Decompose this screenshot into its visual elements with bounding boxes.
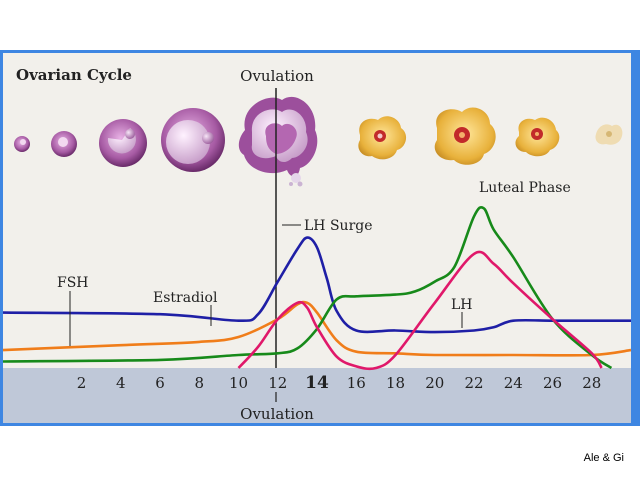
ovulating-follicle	[238, 96, 318, 187]
corpus-luteum-regressing	[515, 117, 560, 157]
figure-title: Ovarian Cycle	[16, 66, 132, 84]
x-tick-label: 12	[268, 374, 287, 392]
x-tick-label: 16	[347, 374, 366, 392]
primary-follicle	[51, 131, 77, 157]
x-tick-label: 10	[229, 374, 248, 392]
lh-label: LH	[451, 297, 473, 313]
credit-text: Ale & Gi	[583, 452, 624, 464]
series-fsh-line	[2, 300, 632, 357]
ovarian-cycle-figure: Ovarian Cycle Ovulation	[0, 50, 640, 426]
series-estradiol-line	[237, 250, 603, 371]
x-tick-label: 6	[155, 374, 165, 392]
x-tick-label: 2	[77, 374, 87, 392]
corpus-luteum-early	[358, 116, 407, 160]
x-tick-label: 4	[116, 374, 126, 392]
x-axis-ticks: 2 4 6 8 10 12 14 16 18 20 22 24 26 28	[77, 373, 602, 393]
x-tick-label: 14	[305, 373, 329, 393]
estradiol-label: Estradiol	[153, 290, 218, 306]
secondary-follicle	[99, 119, 147, 167]
luteal-phase-label: Luteal Phase	[479, 180, 571, 196]
x-tick-label: 18	[386, 374, 405, 392]
x-tick-label: 20	[425, 374, 444, 392]
primordial-follicle	[14, 136, 30, 152]
series-progesterone-line	[2, 205, 613, 370]
lh-surge-label: LH Surge	[304, 218, 373, 234]
vesicular-follicle	[161, 108, 225, 172]
x-tick-label: 26	[543, 374, 562, 392]
x-tick-label: 8	[195, 374, 205, 392]
x-tick-label: 24	[504, 374, 523, 392]
ovulation-label-bottom: Ovulation	[240, 405, 314, 423]
corpus-luteum-mature	[434, 107, 496, 165]
ovulation-label-top: Ovulation	[240, 67, 314, 85]
corpus-albicans	[595, 124, 623, 145]
figure-panel	[3, 53, 631, 368]
hormone-curves	[2, 205, 632, 371]
x-axis-band	[3, 368, 631, 423]
x-tick-label: 22	[464, 374, 483, 392]
x-tick-label: 28	[582, 374, 601, 392]
fsh-label: FSH	[57, 275, 89, 291]
